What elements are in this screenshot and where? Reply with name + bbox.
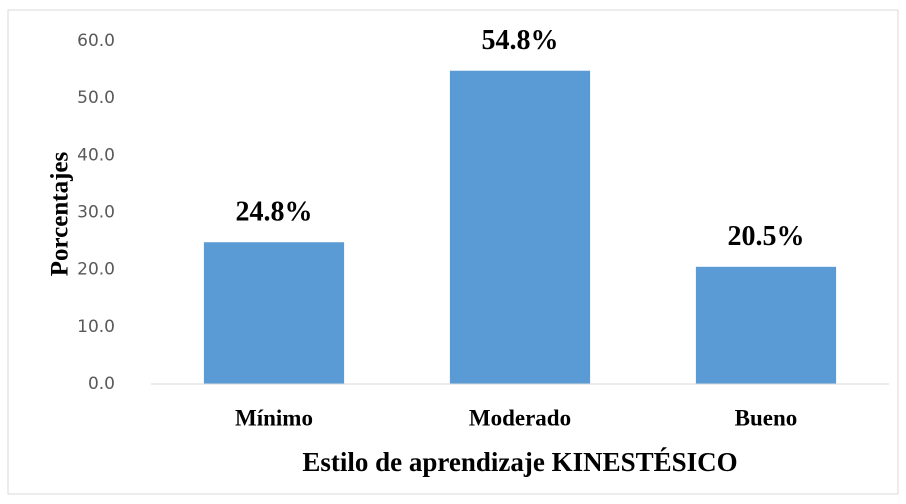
y-tick-label: 40.0 bbox=[77, 145, 115, 165]
y-tick-label: 0.0 bbox=[88, 374, 115, 394]
x-tick-label: Mínimo bbox=[235, 405, 313, 430]
bar bbox=[203, 242, 345, 384]
x-tick-label: Moderado bbox=[469, 405, 571, 430]
y-tick-label: 30.0 bbox=[77, 203, 115, 223]
y-tick-label: 20.0 bbox=[77, 260, 115, 280]
x-axis-title: Estilo de aprendizaje KINESTÉSICO bbox=[302, 447, 737, 477]
data-label: 54.8% bbox=[482, 25, 559, 56]
data-label: 20.5% bbox=[728, 221, 805, 252]
y-tick-label: 50.0 bbox=[77, 88, 115, 108]
y-axis-title: Porcentajes bbox=[47, 151, 74, 276]
bar bbox=[449, 70, 591, 384]
x-tick-label: Bueno bbox=[735, 405, 798, 430]
y-tick-label: 60.0 bbox=[77, 31, 115, 51]
data-label: 24.8% bbox=[236, 197, 313, 228]
y-tick-label: 10.0 bbox=[77, 317, 115, 337]
bar bbox=[695, 266, 837, 384]
